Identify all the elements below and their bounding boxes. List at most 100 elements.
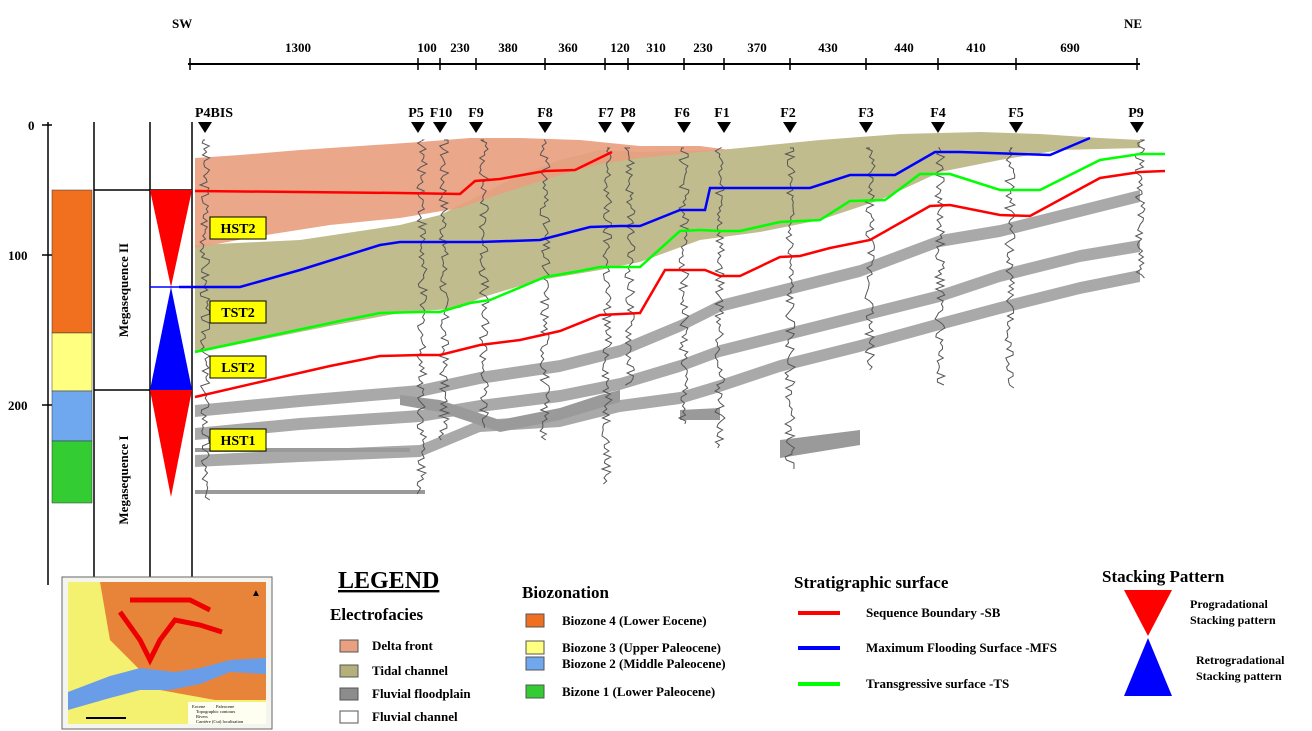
distance-label: 100 — [417, 40, 437, 55]
depth-axis: 0 100 200 — [8, 118, 52, 585]
swatch-biozone-1 — [525, 684, 545, 699]
distance-label: 690 — [1060, 40, 1080, 55]
distance-label: 360 — [558, 40, 578, 55]
well-marker-icon — [433, 122, 447, 133]
label-retrograd-2: Stacking pattern — [1196, 669, 1282, 683]
label-ts: Transgressive surface -TS — [866, 676, 1009, 691]
inset-map: Eocene Paleocene Topographic contours Ri… — [61, 576, 273, 730]
well-label: P4BIS — [195, 106, 233, 121]
inset-map-section-line — [117, 610, 223, 666]
distance-label: 370 — [747, 40, 767, 55]
swatch-tidal-channel — [339, 664, 359, 678]
well-marker-icon — [198, 122, 212, 133]
floodplain-band — [680, 408, 720, 420]
distance-label: 230 — [450, 40, 470, 55]
distance-label: 310 — [646, 40, 666, 55]
well-label: F4 — [930, 106, 946, 121]
label-prograd-1: Progradational — [1190, 597, 1268, 611]
swatch-biozone-2 — [525, 656, 545, 671]
well-log-trace — [1003, 147, 1017, 389]
well-log-trace — [1134, 139, 1146, 279]
tag-tst2: TST2 — [209, 300, 267, 324]
megasequence-2-label: Megasequence II — [116, 243, 131, 337]
svg-text:LST2: LST2 — [221, 361, 254, 376]
inset-map-label-paleocene: Paleocene — [216, 704, 234, 709]
well-log-trace — [623, 147, 636, 386]
megasequence-1-label: Megasequence I — [116, 435, 131, 524]
well-marker-icon — [469, 122, 483, 133]
floodplain-band — [780, 430, 860, 458]
inset-map-label-eocene: Eocene — [192, 704, 205, 709]
tag-hst2: HST2 — [209, 216, 267, 240]
legend-title: LEGEND — [338, 568, 439, 594]
prograd-legend-icon — [1124, 590, 1172, 636]
distance-label: 120 — [610, 40, 630, 55]
well-label: F9 — [468, 106, 484, 121]
well-label: F6 — [674, 106, 690, 121]
inset-map-label-cut: Carrière (Cut) localisation — [196, 719, 244, 724]
prograd-triangle-lower — [150, 390, 192, 497]
well-label: P5 — [408, 106, 424, 121]
svg-text:HST1: HST1 — [220, 434, 255, 449]
biozonation-title: Biozonation — [522, 583, 609, 602]
tag-hst1: HST1 — [209, 428, 267, 452]
distance-label: 1300 — [285, 40, 311, 55]
swatch-delta-front — [339, 639, 359, 653]
distance-label: 440 — [894, 40, 914, 55]
sb-upper — [194, 150, 613, 196]
retrograd-legend-icon — [1124, 638, 1172, 696]
swatch-biozone-3 — [525, 640, 545, 655]
well-marker-icon — [677, 122, 691, 133]
well-marker-icon — [783, 122, 797, 133]
well-marker-icon — [411, 122, 425, 133]
distance-label: 410 — [966, 40, 986, 55]
well-marker-icon — [1009, 122, 1023, 133]
well-log-trace — [539, 139, 551, 441]
floodplain-band — [195, 240, 1140, 440]
well-label: P8 — [620, 106, 636, 121]
tag-lst2: LST2 — [209, 355, 267, 379]
distance-ruler: 1300 100 230 380 360 120 310 230 370 430 440 410 690 — [188, 40, 1140, 70]
label-prograd-2: Stacking pattern — [1190, 613, 1276, 627]
north-arrow-icon: ▲ — [251, 588, 261, 599]
label-fluvial-channel: Fluvial channel — [372, 709, 458, 724]
ts-upper — [194, 152, 1165, 354]
well-log-trace — [415, 139, 429, 495]
well-label: F1 — [714, 106, 730, 121]
svg-text:TST2: TST2 — [221, 306, 254, 321]
well-log-trace — [783, 147, 796, 470]
cross-section: HST2 TST2 LST2 HST1 — [179, 132, 1166, 501]
svg-text:HST2: HST2 — [220, 222, 255, 237]
label-biozone-3: Biozone 3 (Upper Paleocene) — [562, 640, 721, 655]
sb-lower — [194, 169, 1166, 399]
depth-tick-0: 0 — [28, 118, 35, 133]
distance-label: 430 — [818, 40, 838, 55]
well-label: F7 — [598, 106, 614, 121]
distance-label: 230 — [693, 40, 713, 55]
well-marker-icon — [1130, 122, 1144, 133]
well-log-trace — [478, 139, 490, 428]
biozone-1-block — [51, 440, 93, 504]
label-biozone-2: Biozone 2 (Middle Paleocene) — [562, 656, 726, 671]
well-marker-icon — [859, 122, 873, 133]
retrograd-triangle — [150, 287, 192, 390]
mfs-upper — [179, 136, 1091, 289]
well-label: F5 — [1008, 106, 1024, 121]
biozone-4-block — [51, 189, 93, 334]
inset-map-river — [68, 658, 266, 710]
well-label: F8 — [537, 106, 553, 121]
electrofacies-title: Electrofacies — [330, 605, 424, 624]
well-log-trace — [713, 147, 726, 449]
well-log-trace — [863, 147, 876, 371]
swatch-biozone-4 — [525, 613, 545, 628]
inset-map-label-rivers: Rivers — [196, 714, 208, 719]
direction-ne: NE — [1124, 16, 1142, 31]
legend: LEGEND Electrofacies Delta front Tidal c… — [330, 567, 1285, 724]
well-marker-icon — [621, 122, 635, 133]
well-label: F3 — [858, 106, 874, 121]
well-label: P9 — [1128, 106, 1144, 121]
label-tidal-channel: Tidal channel — [372, 663, 448, 678]
inset-map-label-contours: Topographic contours — [196, 709, 236, 714]
well-log-trace — [933, 147, 947, 386]
